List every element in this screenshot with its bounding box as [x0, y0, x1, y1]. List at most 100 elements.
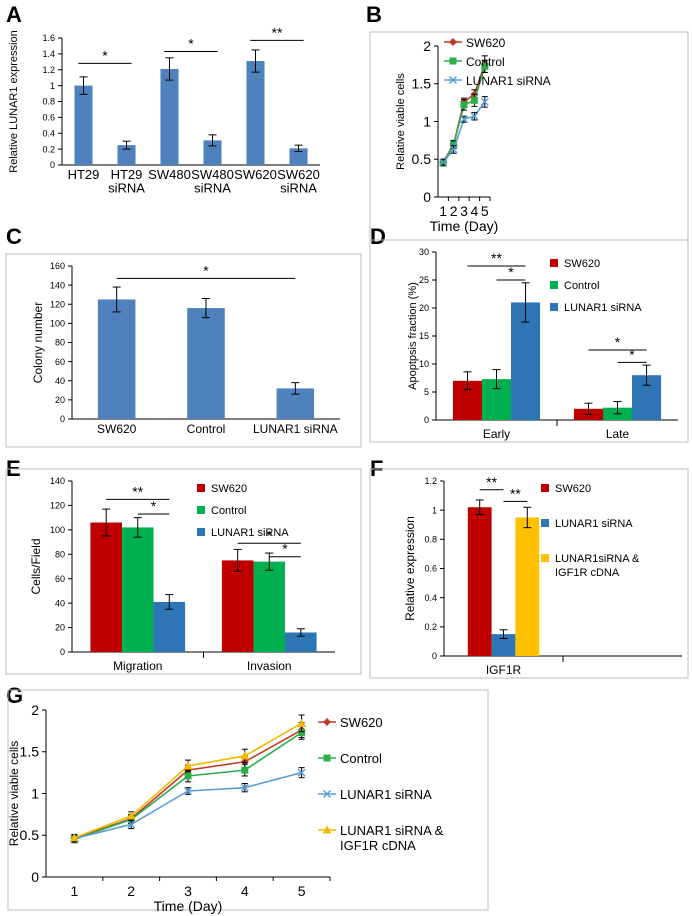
series-line — [74, 771, 302, 840]
significance-label: ** — [486, 474, 497, 490]
data-point — [323, 718, 331, 726]
y-axis-title: Cells/Field — [29, 538, 43, 594]
data-point — [298, 729, 306, 737]
significance-label: * — [508, 264, 514, 280]
significance-label: ** — [132, 483, 143, 499]
significance-label: * — [188, 35, 194, 51]
x-category-label: HT29 siRNA — [108, 167, 145, 196]
significance-label: * — [615, 334, 621, 350]
x-tick-label: 4 — [241, 883, 249, 899]
series-line — [74, 729, 302, 840]
panel-frame — [5, 253, 362, 448]
y-axis-title: Relative LUNAR1 expression — [8, 30, 20, 172]
bar — [203, 140, 222, 165]
y-tick-label: 100 — [50, 525, 65, 535]
y-tick-label: 60 — [55, 357, 65, 367]
data-point — [69, 833, 79, 842]
chart-E: 0 20 40 60 80 100 120 140 Cells/Field Migration In… — [5, 468, 362, 675]
x-tick-label: 2 — [127, 883, 135, 899]
chart-C: 0 20 40 60 80 100 120 140 160 Colony number SW620 C… — [5, 253, 362, 448]
bar — [160, 68, 179, 165]
y-axis-title: Relative viable cells — [7, 741, 21, 846]
x-category-label: SW620 siRNA — [277, 167, 320, 196]
y-tick-label: 0 — [31, 869, 39, 885]
y-tick-label: 1.2 — [42, 65, 55, 75]
legend-swatch — [541, 554, 549, 562]
data-point — [323, 790, 331, 798]
legend-label: Control — [466, 55, 505, 69]
y-tick-label: 160 — [50, 261, 65, 271]
panel-label-c: C — [6, 224, 22, 249]
x-category-label: LUNAR1 siRNA — [253, 422, 338, 436]
significance-label: ** — [491, 250, 502, 266]
legend-label: LUNAR1siRNA & IGF1R cDNA — [555, 553, 640, 579]
x-category-label: IGF1R — [486, 663, 522, 677]
y-tick-label: 2 — [423, 38, 431, 54]
y-tick-label: 0.8 — [42, 97, 55, 107]
y-tick-label: 0.5 — [412, 151, 432, 167]
data-point — [240, 783, 249, 792]
data-point — [240, 751, 250, 760]
y-tick-label: 10 — [419, 359, 429, 369]
y-tick-label: 0 — [423, 189, 431, 205]
bar — [187, 308, 225, 419]
data-point — [449, 145, 458, 154]
y-axis-title: Colony number — [31, 302, 45, 383]
y-tick-label: 25 — [419, 275, 429, 285]
panel-frame — [5, 468, 362, 675]
data-point — [481, 62, 489, 70]
legend-label: LUNAR1 siRNA & IGF1R cDNA — [340, 823, 444, 853]
y-tick-label: 0 — [424, 415, 429, 425]
y-tick-label: 2 — [31, 702, 39, 718]
y-tick-label: 1 — [432, 505, 437, 515]
x-tick-label: 1 — [71, 883, 79, 899]
y-tick-label: 40 — [55, 376, 65, 386]
panel-frame — [369, 239, 689, 443]
significance-label: * — [629, 346, 635, 362]
y-tick-label: 60 — [55, 574, 65, 584]
x-category-label: SW480 siRNA — [191, 167, 234, 196]
legend-label: SW620 — [466, 36, 506, 50]
bar — [491, 634, 516, 656]
y-tick-label: 0 — [60, 647, 65, 657]
bar — [117, 145, 136, 165]
significance-label: ** — [510, 485, 521, 501]
y-tick-label: 0 — [50, 160, 55, 170]
data-point — [127, 820, 136, 829]
chart-F: 0 0.2 0.4 0.6 0.8 1 1.2 Relative expression IGF1… — [369, 468, 689, 679]
x-tick-label: 4 — [471, 203, 479, 219]
legend-label: LUNAR1 siRNA — [211, 527, 289, 539]
y-tick-label: 0.4 — [42, 128, 55, 138]
significance-label: ** — [272, 24, 283, 40]
legend-swatch — [550, 259, 558, 267]
panel-frame — [7, 689, 489, 911]
data-point — [460, 115, 468, 124]
x-category-label: SW480 — [148, 167, 191, 182]
legend-label: LUNAR1 siRNA — [340, 787, 432, 802]
legend-label: Control — [564, 280, 599, 292]
bar — [90, 522, 122, 652]
legend-label: LUNAR1 siRNA — [564, 302, 642, 314]
y-tick-label: 1.4 — [42, 49, 55, 59]
x-category-label: Late — [606, 427, 630, 441]
legend-label: SW620 — [340, 715, 383, 730]
y-tick-label: 15 — [419, 331, 429, 341]
data-point — [184, 772, 192, 780]
data-point — [449, 57, 457, 65]
y-tick-label: 30 — [419, 247, 429, 257]
x-tick-label: 5 — [481, 203, 489, 219]
legend-label: LUNAR1 siRNA — [555, 518, 633, 530]
legend-swatch — [197, 506, 205, 514]
y-tick-label: 80 — [55, 549, 65, 559]
significance-label: * — [151, 498, 157, 514]
y-tick-label: 80 — [55, 338, 65, 348]
data-point — [450, 141, 458, 149]
data-point — [126, 811, 136, 820]
x-tick-label: 3 — [184, 883, 192, 899]
data-point — [184, 787, 192, 795]
y-tick-label: 0.6 — [42, 113, 55, 123]
data-point — [323, 754, 331, 762]
bar — [153, 601, 186, 652]
data-point — [322, 825, 332, 834]
